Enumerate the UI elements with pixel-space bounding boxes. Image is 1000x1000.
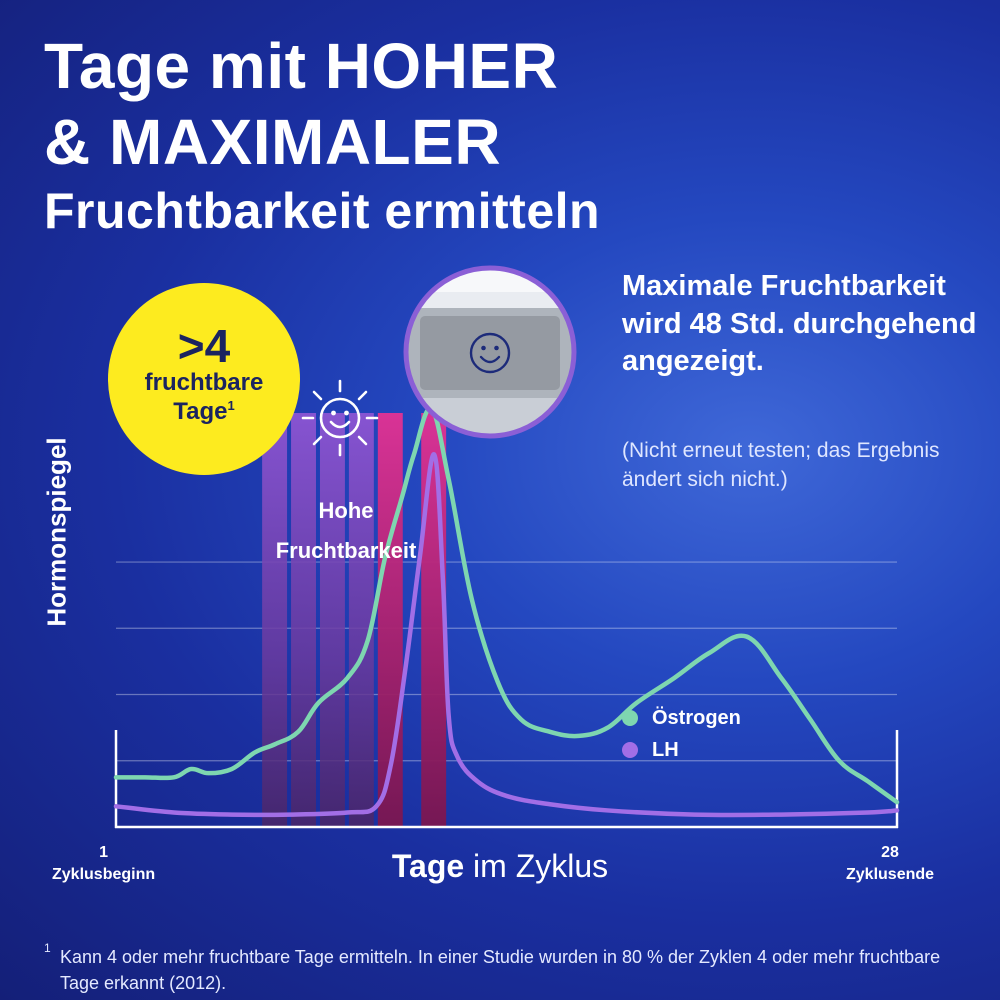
legend-dot-oestrogen: [622, 710, 638, 726]
fertile-days-badge: >4 fruchtbare Tage1: [108, 283, 300, 475]
high-fertility-band-1: [262, 413, 288, 827]
test-display-lens: [403, 265, 577, 439]
y-axis-label: Hormonspiegel: [41, 437, 72, 627]
band-label-line-1: Hohe: [319, 498, 374, 523]
badge-count: >4: [177, 320, 231, 373]
page-title: Tage mit HOHER & MAXIMALER Fruchtbarkeit…: [44, 34, 600, 236]
x-tick-end-label: Zyklusende: [846, 866, 935, 884]
x-tick-start: 1 Zyklusbeginn: [52, 842, 155, 887]
x-tick-end: 28 Zyklusende: [846, 842, 934, 887]
high-fertility-band-4: [348, 413, 374, 827]
series-line-lh: [113, 452, 900, 818]
title-line-1: Tage mit HOHER: [44, 30, 559, 102]
chart-legend: Östrogen LH: [622, 702, 741, 766]
smiley-display-icon: [469, 332, 511, 374]
footnote-text: Kann 4 oder mehr fruchtbare Tage ermitte…: [60, 947, 941, 994]
x-axis-label-rest: im Zyklus: [473, 848, 609, 884]
footnote: 1 Kann 4 oder mehr fruchtbare Tage ermit…: [44, 941, 944, 996]
legend-label-lh: LH: [652, 738, 679, 761]
badge-line-1: fruchtbare: [144, 369, 264, 397]
legend-item-oestrogen: Östrogen: [622, 702, 741, 734]
x-axis-label: Tage im Zyklus: [0, 848, 1000, 885]
series-line-oestrogen: [113, 406, 900, 805]
smiley-sun-icon: [301, 379, 379, 457]
title-line-3: Fruchtbarkeit ermitteln: [44, 183, 601, 239]
high-fertility-band-3: [319, 413, 345, 827]
x-tick-start-value: 1: [99, 844, 109, 861]
peak-note: (Nicht erneut testen; das Ergebnis änder…: [622, 439, 940, 492]
badge-footnote-mark: 1: [227, 398, 235, 413]
peak-fertility-band-2: [421, 413, 447, 827]
x-axis-label-bold: Tage: [391, 848, 465, 884]
peak-headline: Maximale Fruchtbarkeit wird 48 Std. durc…: [622, 270, 977, 378]
badge-line-2-wrap: Tage1: [173, 398, 234, 427]
legend-item-lh: LH: [622, 734, 741, 766]
band-label-line-2: Fruchtbarkeit: [276, 538, 417, 563]
footnote-mark: 1: [44, 941, 51, 955]
badge-line-2: Tage: [173, 398, 228, 425]
title-line-2: & MAXIMALER: [44, 106, 502, 178]
high-fertility-band-2: [291, 413, 316, 827]
x-tick-end-value: 28: [881, 844, 899, 861]
legend-dot-lh: [622, 742, 638, 758]
legend-label-oestrogen: Östrogen: [652, 706, 741, 729]
x-tick-start-label: Zyklusbeginn: [52, 866, 156, 884]
